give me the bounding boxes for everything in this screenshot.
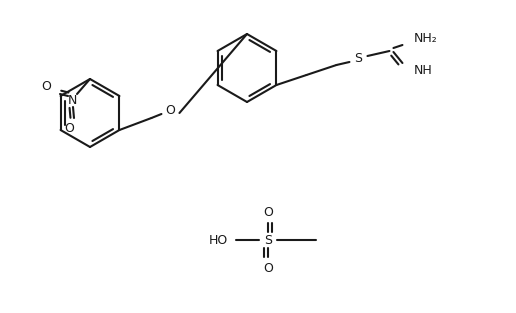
Text: S: S — [264, 233, 272, 247]
Text: HO: HO — [208, 233, 228, 247]
Text: O: O — [64, 121, 74, 135]
Text: S: S — [354, 53, 362, 65]
Text: N: N — [67, 95, 77, 107]
Text: NH₂: NH₂ — [413, 33, 437, 45]
Text: NH: NH — [413, 64, 432, 78]
Text: O: O — [263, 206, 273, 218]
Text: O: O — [263, 261, 273, 275]
Text: O: O — [41, 80, 51, 93]
Text: O: O — [166, 105, 175, 117]
